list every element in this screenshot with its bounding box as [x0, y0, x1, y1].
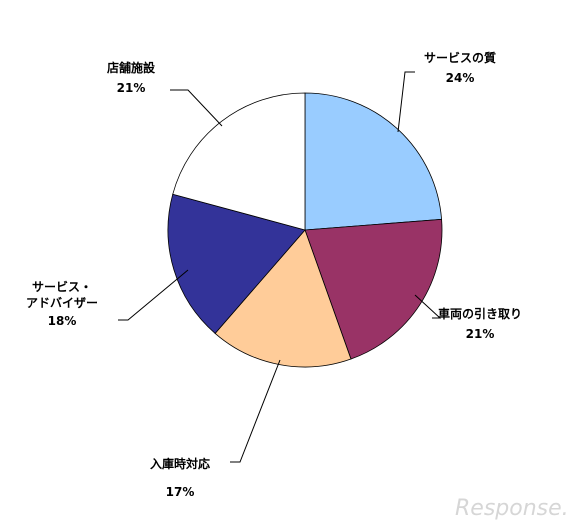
pie-slice-2 [304, 218, 443, 360]
pie-slice-1 [304, 92, 443, 231]
leader-line-1 [397, 71, 415, 133]
pie-slices [167, 92, 443, 368]
slice-label-4-line-1: サービス・ [32, 279, 92, 294]
slice-value-1: 24% [446, 71, 475, 85]
watermark-text: Response. [455, 496, 569, 521]
slice-value-3: 17% [166, 485, 195, 499]
slice-label-5-line-1: 店舗施設 [107, 60, 156, 75]
leader-line-2 [414, 294, 442, 319]
slice-label-1-line-1: サービスの質 [424, 50, 496, 65]
watermark: Response. [455, 496, 569, 521]
slice-label-3-line-1: 入庫時対応 [150, 456, 210, 471]
slice-value-4: 18% [48, 314, 77, 328]
pie-slice-5 [172, 92, 306, 231]
leader-line-3 [230, 359, 281, 463]
pie-slice-4 [167, 193, 306, 334]
leader-line-5 [170, 89, 223, 127]
leader-lines [118, 71, 442, 463]
pie-slice-3 [214, 229, 352, 368]
slice-label-4-line-2: アドバイザー [26, 296, 98, 310]
slice-value-2: 21% [466, 327, 495, 341]
slice-value-5: 21% [117, 81, 146, 95]
slice-labels: サービスの質 24% 車両の引き取り 21% 入庫時対応 17% サービス・アドバイザー 18… [26, 50, 522, 499]
slice-label-2-line-1: 車両の引き取り [438, 306, 522, 321]
leader-line-4 [118, 269, 189, 321]
